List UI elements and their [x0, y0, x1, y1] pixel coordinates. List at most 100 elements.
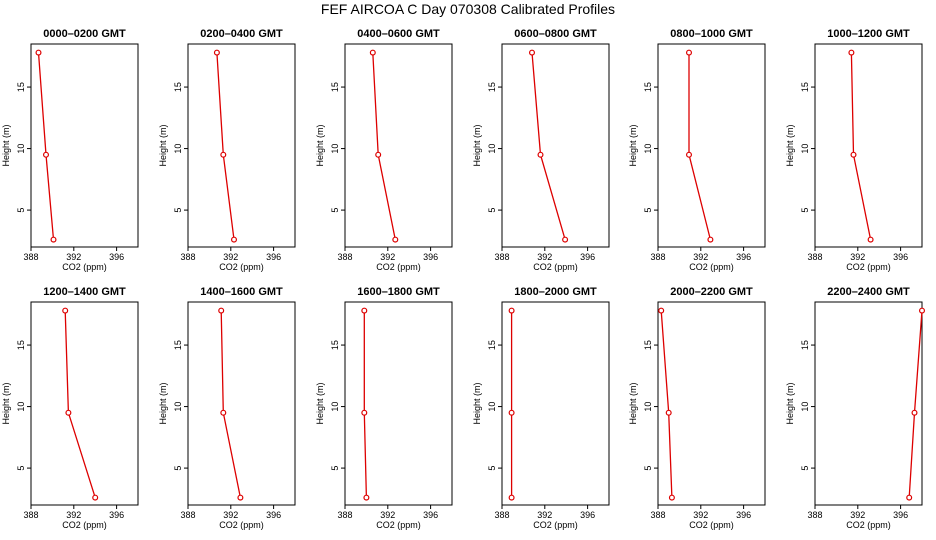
x-axis-label: CO2 (ppm): [62, 520, 107, 530]
profile-line: [660, 310, 673, 498]
y-tick-label: 10: [643, 144, 653, 154]
y-axis-label: Height (m): [785, 382, 795, 424]
x-tick-label: 392: [537, 510, 552, 520]
data-point: [363, 494, 370, 501]
x-tick-label: 396: [266, 510, 281, 520]
x-tick-label: 388: [180, 252, 195, 262]
y-axis-label: Height (m): [785, 124, 795, 166]
profile-line: [688, 52, 712, 240]
y-axis-label: Height (m): [1, 382, 11, 424]
y-axis-label: Height (m): [472, 124, 482, 166]
profile-line: [37, 52, 55, 240]
profile-line: [220, 310, 242, 498]
data-point: [906, 494, 913, 501]
panel-title: 1400–1600 GMT: [200, 286, 283, 298]
y-tick-label: 10: [643, 402, 653, 412]
y-tick-label: 10: [330, 144, 340, 154]
data-point: [685, 49, 692, 56]
data-point: [62, 307, 69, 314]
x-tick-label: 392: [223, 510, 238, 520]
data-point: [707, 236, 714, 243]
y-tick-label: 5: [487, 466, 497, 471]
x-tick-label: 396: [266, 252, 281, 262]
plot-frame: [814, 301, 923, 506]
x-axis-label: CO2 (ppm): [376, 262, 421, 272]
plot-frame: [187, 43, 296, 248]
data-point: [508, 409, 515, 416]
x-tick-label: 396: [423, 252, 438, 262]
y-tick-label: 5: [330, 208, 340, 213]
data-point: [562, 236, 569, 243]
panel-title: 0600–0800 GMT: [514, 28, 597, 40]
data-point: [231, 236, 238, 243]
y-tick-label: 15: [643, 82, 653, 92]
x-tick-label: 392: [223, 252, 238, 262]
y-axis-label: Height (m): [315, 124, 325, 166]
y-axis-label: Height (m): [628, 382, 638, 424]
x-tick-label: 392: [693, 510, 708, 520]
y-tick-label: 10: [487, 144, 497, 154]
y-axis-label: Height (m): [1, 124, 11, 166]
data-point: [918, 307, 925, 314]
panel-title: 1200–1400 GMT: [43, 286, 126, 298]
y-axis-label: Height (m): [472, 382, 482, 424]
x-tick-label: 396: [736, 252, 751, 262]
x-tick-label: 392: [693, 252, 708, 262]
x-tick-label: 396: [580, 510, 595, 520]
plot-frame: [187, 301, 296, 506]
plot-frame: [501, 43, 610, 248]
y-tick-label: 5: [800, 208, 810, 213]
panel-title: 0200–0400 GMT: [200, 28, 283, 40]
x-tick-label: 392: [380, 510, 395, 520]
data-point: [665, 409, 672, 416]
x-axis-label: CO2 (ppm): [376, 520, 421, 530]
data-point: [685, 151, 692, 158]
y-tick-label: 10: [487, 402, 497, 412]
x-tick-label: 396: [736, 510, 751, 520]
panel-title: 1600–1800 GMT: [357, 286, 440, 298]
page-title: FEF AIRCOA C Day 070308 Calibrated Profi…: [320, 1, 616, 17]
data-point: [35, 49, 42, 56]
profile-line: [64, 310, 96, 498]
y-tick-label: 15: [173, 340, 183, 350]
x-tick-label: 396: [109, 252, 124, 262]
data-point: [375, 151, 382, 158]
plot-frame: [501, 301, 610, 506]
y-tick-label: 5: [16, 466, 26, 471]
data-point: [369, 49, 376, 56]
x-tick-label: 396: [109, 510, 124, 520]
x-tick-label: 392: [66, 510, 81, 520]
data-point: [848, 49, 855, 56]
x-tick-label: 388: [807, 252, 822, 262]
x-tick-label: 388: [494, 510, 509, 520]
data-point: [508, 307, 515, 314]
y-tick-label: 10: [16, 402, 26, 412]
y-tick-label: 15: [487, 340, 497, 350]
data-point: [361, 409, 368, 416]
panel-title: 1000–1200 GMT: [827, 28, 910, 40]
data-point: [237, 494, 244, 501]
x-tick-label: 388: [23, 510, 38, 520]
profile-line: [363, 310, 368, 498]
profile-line: [850, 52, 872, 240]
profile-line: [372, 52, 396, 240]
y-tick-label: 15: [800, 340, 810, 350]
plot-frame: [657, 43, 766, 248]
y-tick-label: 10: [800, 402, 810, 412]
y-axis-label: Height (m): [158, 124, 168, 166]
panel-title: 0000–0200 GMT: [43, 28, 126, 40]
plot-frame: [344, 301, 453, 506]
data-point: [658, 307, 665, 314]
data-point: [92, 494, 99, 501]
y-tick-label: 5: [330, 466, 340, 471]
y-tick-label: 15: [643, 340, 653, 350]
x-tick-label: 396: [423, 510, 438, 520]
